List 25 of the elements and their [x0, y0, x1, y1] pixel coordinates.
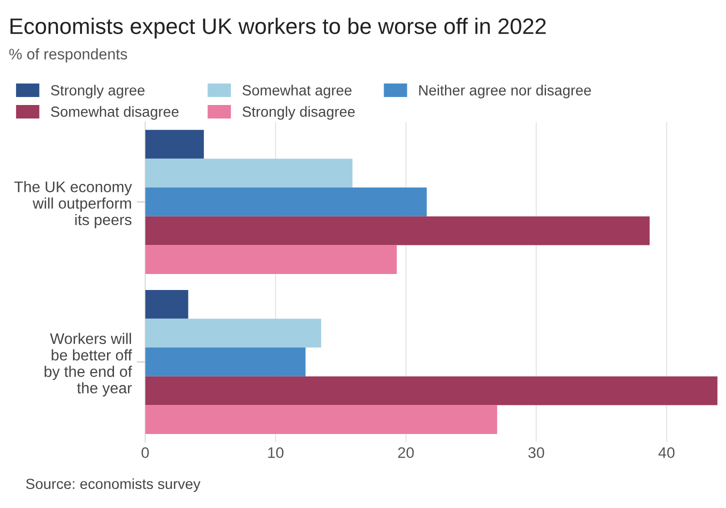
bar: [145, 348, 306, 376]
legend-label: Neither agree nor disagree: [419, 84, 591, 98]
x-tick-label: 0: [142, 447, 149, 458]
legend-label: Strongly disagree: [242, 106, 355, 120]
bar: [145, 376, 718, 406]
legend-label: Somewhat agree: [242, 84, 352, 98]
bar: [145, 290, 188, 319]
x-tick-label: 10: [268, 447, 284, 458]
chart-subtitle: % of respondents: [9, 48, 128, 62]
x-tick-label: 40: [658, 447, 674, 458]
bar: [145, 405, 498, 434]
bar: [145, 318, 322, 348]
bar: [145, 130, 204, 159]
source-note: Source: economists survey: [26, 478, 200, 492]
y-tick-label: The UK economy will outperform its peers: [14, 181, 132, 228]
bar: [145, 245, 397, 274]
y-tick-label: Workers will be better off by the end of the year: [44, 332, 132, 396]
x-tick-label: 30: [528, 447, 544, 458]
legend-label: Somewhat disagree: [50, 106, 179, 120]
bar: [145, 158, 352, 188]
bar: [145, 188, 427, 216]
x-tick-label: 20: [398, 447, 414, 458]
chart-title: Economists expect UK workers to be worse off in 2022: [10, 18, 546, 38]
legend-label: Strongly agree: [50, 84, 144, 98]
bar: [145, 216, 650, 246]
